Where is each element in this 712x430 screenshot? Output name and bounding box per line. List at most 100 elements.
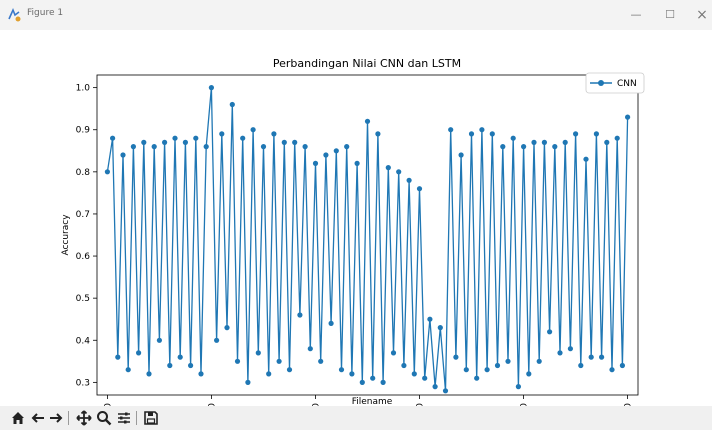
data-point <box>500 144 506 150</box>
home-icon[interactable] <box>8 408 28 428</box>
data-point <box>396 169 402 175</box>
data-point <box>219 131 225 137</box>
x-tick-label: 200 <box>207 403 217 406</box>
data-point <box>593 131 600 137</box>
data-point <box>344 144 350 150</box>
data-point <box>463 367 469 373</box>
minimize-button[interactable]: — <box>630 8 642 21</box>
data-point <box>588 354 594 360</box>
y-tick-label: 0.5 <box>76 294 90 304</box>
data-point <box>104 169 110 175</box>
data-point <box>307 346 313 352</box>
save-icon[interactable] <box>141 408 161 428</box>
data-point <box>125 367 131 373</box>
data-point <box>562 139 568 145</box>
data-point <box>375 131 381 137</box>
data-point <box>323 152 329 158</box>
data-point <box>380 379 386 385</box>
data-point <box>531 139 537 145</box>
data-point <box>302 144 308 150</box>
data-point <box>359 379 365 385</box>
data-point <box>271 131 277 137</box>
data-point <box>567 346 574 352</box>
data-point <box>515 384 522 390</box>
data-point <box>167 362 173 369</box>
maximize-button[interactable]: ☐ <box>665 8 675 21</box>
data-point <box>557 350 563 356</box>
data-point <box>609 367 615 373</box>
x-tick-label: 600 <box>416 403 426 406</box>
data-point <box>203 144 209 150</box>
data-point <box>578 362 584 369</box>
data-point <box>510 135 516 141</box>
window-title: Figure 1 <box>27 8 64 18</box>
series-layer <box>104 85 631 394</box>
data-point <box>198 371 204 377</box>
data-point <box>354 160 360 166</box>
data-point <box>281 139 287 145</box>
x-tick-label: 800 <box>520 403 530 406</box>
x-tick-label: 400 <box>311 403 321 406</box>
legend-point-marker <box>598 80 604 86</box>
data-point <box>494 362 501 369</box>
data-point <box>250 127 256 133</box>
legend: CNN <box>585 72 645 94</box>
data-point <box>453 354 459 360</box>
data-point <box>120 152 126 158</box>
y-tick-label: 0.8 <box>76 168 91 178</box>
matplotlib-figure-icon <box>6 7 22 23</box>
window-titlebar: Figure 1 — ☐ × <box>0 0 712 30</box>
data-point <box>364 118 371 124</box>
data-point <box>224 325 230 331</box>
data-point <box>427 316 433 322</box>
data-point <box>583 156 589 162</box>
data-point <box>432 384 438 390</box>
data-point <box>370 375 376 381</box>
data-point <box>448 127 454 133</box>
toolbar-separator <box>136 411 137 425</box>
navigation-toolbar <box>0 406 712 430</box>
data-point <box>619 362 626 369</box>
close-button[interactable]: × <box>696 7 708 23</box>
data-point <box>188 362 194 369</box>
y-tick-label: 0.7 <box>76 210 90 220</box>
y-axis-label: Accuracy <box>61 214 71 256</box>
data-point <box>505 358 511 364</box>
data-point <box>416 186 423 192</box>
configure-subplots-icon[interactable] <box>114 408 134 428</box>
back-arrow-icon[interactable] <box>28 408 48 428</box>
data-point <box>458 152 464 158</box>
data-point <box>182 139 188 145</box>
data-point <box>286 367 293 373</box>
data-point <box>328 320 334 326</box>
data-point <box>146 371 152 377</box>
line-chart: 0.3 0.4 0.5 0.6 0.7 0.8 0.9 1.0 0 200 400 600 800 100… <box>61 57 645 406</box>
x-tick-label: 0 <box>103 403 113 406</box>
data-point <box>604 139 610 145</box>
data-point <box>442 388 449 394</box>
pan-icon[interactable] <box>74 408 94 428</box>
y-tick-label: 0.9 <box>76 126 91 136</box>
data-point <box>401 362 407 369</box>
data-point <box>214 337 220 343</box>
data-point <box>130 144 136 150</box>
data-point <box>390 350 397 356</box>
y-tick-label: 0.3 <box>76 378 90 388</box>
data-point <box>614 135 620 141</box>
data-point <box>599 354 605 360</box>
data-point <box>333 148 339 154</box>
legend-box <box>585 72 645 94</box>
data-point <box>177 354 183 360</box>
data-point <box>318 358 324 364</box>
data-point <box>573 131 579 137</box>
data-point <box>625 114 631 120</box>
data-point <box>479 127 485 133</box>
data-point <box>276 358 282 364</box>
zoom-icon[interactable] <box>94 408 114 428</box>
data-point <box>297 312 303 318</box>
forward-arrow-icon[interactable] <box>46 408 66 428</box>
data-point <box>338 367 345 373</box>
data-point <box>411 371 417 377</box>
data-point <box>547 329 553 335</box>
data-point <box>541 139 548 145</box>
